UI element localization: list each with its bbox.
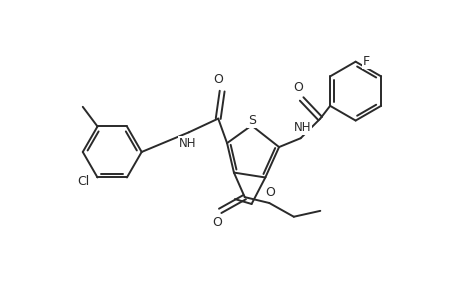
Text: NH: NH <box>293 121 311 134</box>
Text: O: O <box>212 216 222 229</box>
Text: NH: NH <box>179 137 196 150</box>
Text: O: O <box>292 81 302 94</box>
Text: S: S <box>247 114 256 127</box>
Text: O: O <box>265 186 274 199</box>
Text: F: F <box>362 55 369 68</box>
Text: Cl: Cl <box>77 175 90 188</box>
Text: O: O <box>213 73 223 86</box>
